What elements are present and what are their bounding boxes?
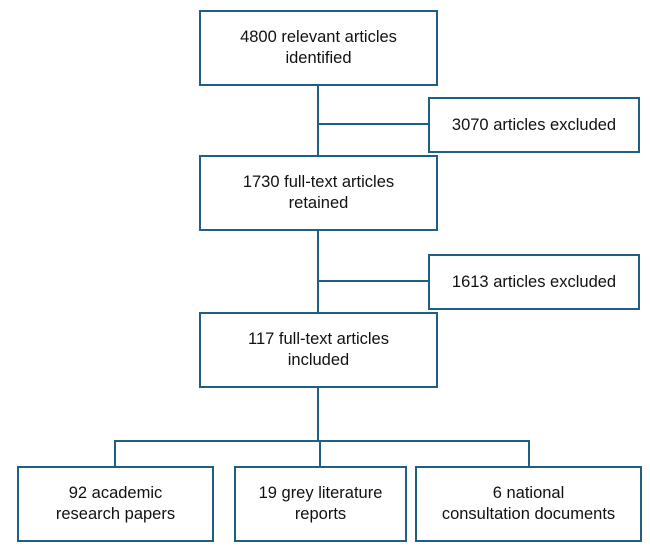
included-articles-line2: included: [287, 351, 350, 369]
grey-literature-box: 19 grey literature reports: [234, 466, 407, 542]
retained-articles-line1: 1730 full-text articles: [242, 173, 395, 191]
second-exclusion-box: 1613 articles excluded: [428, 254, 640, 310]
grey-literature-line1: 19 grey literature: [258, 484, 383, 502]
national-consultation-line1: 6 national: [492, 484, 565, 502]
retained-articles-line2: retained: [288, 194, 349, 212]
included-articles-box: 117 full-text articles included: [199, 312, 438, 388]
first-exclusion-label: 3070 articles excluded: [451, 115, 617, 134]
identified-articles-line1: 4800 relevant articles: [240, 28, 397, 46]
national-consultation-box: 6 national consultation documents: [415, 466, 642, 542]
identified-articles-line2: identified: [285, 49, 352, 67]
first-exclusion-box: 3070 articles excluded: [428, 97, 640, 153]
academic-papers-box: 92 academic research papers: [17, 466, 214, 542]
identified-articles-box: 4800 relevant articles identified: [199, 10, 438, 86]
second-exclusion-label: 1613 articles excluded: [451, 272, 617, 291]
academic-papers-line1: 92 academic: [68, 484, 163, 502]
grey-literature-line2: reports: [294, 505, 347, 523]
retained-articles-box: 1730 full-text articles retained: [199, 155, 438, 231]
national-consultation-line2: consultation documents: [441, 505, 616, 523]
included-articles-line1: 117 full-text articles: [248, 330, 389, 348]
academic-papers-line2: research papers: [55, 505, 176, 523]
